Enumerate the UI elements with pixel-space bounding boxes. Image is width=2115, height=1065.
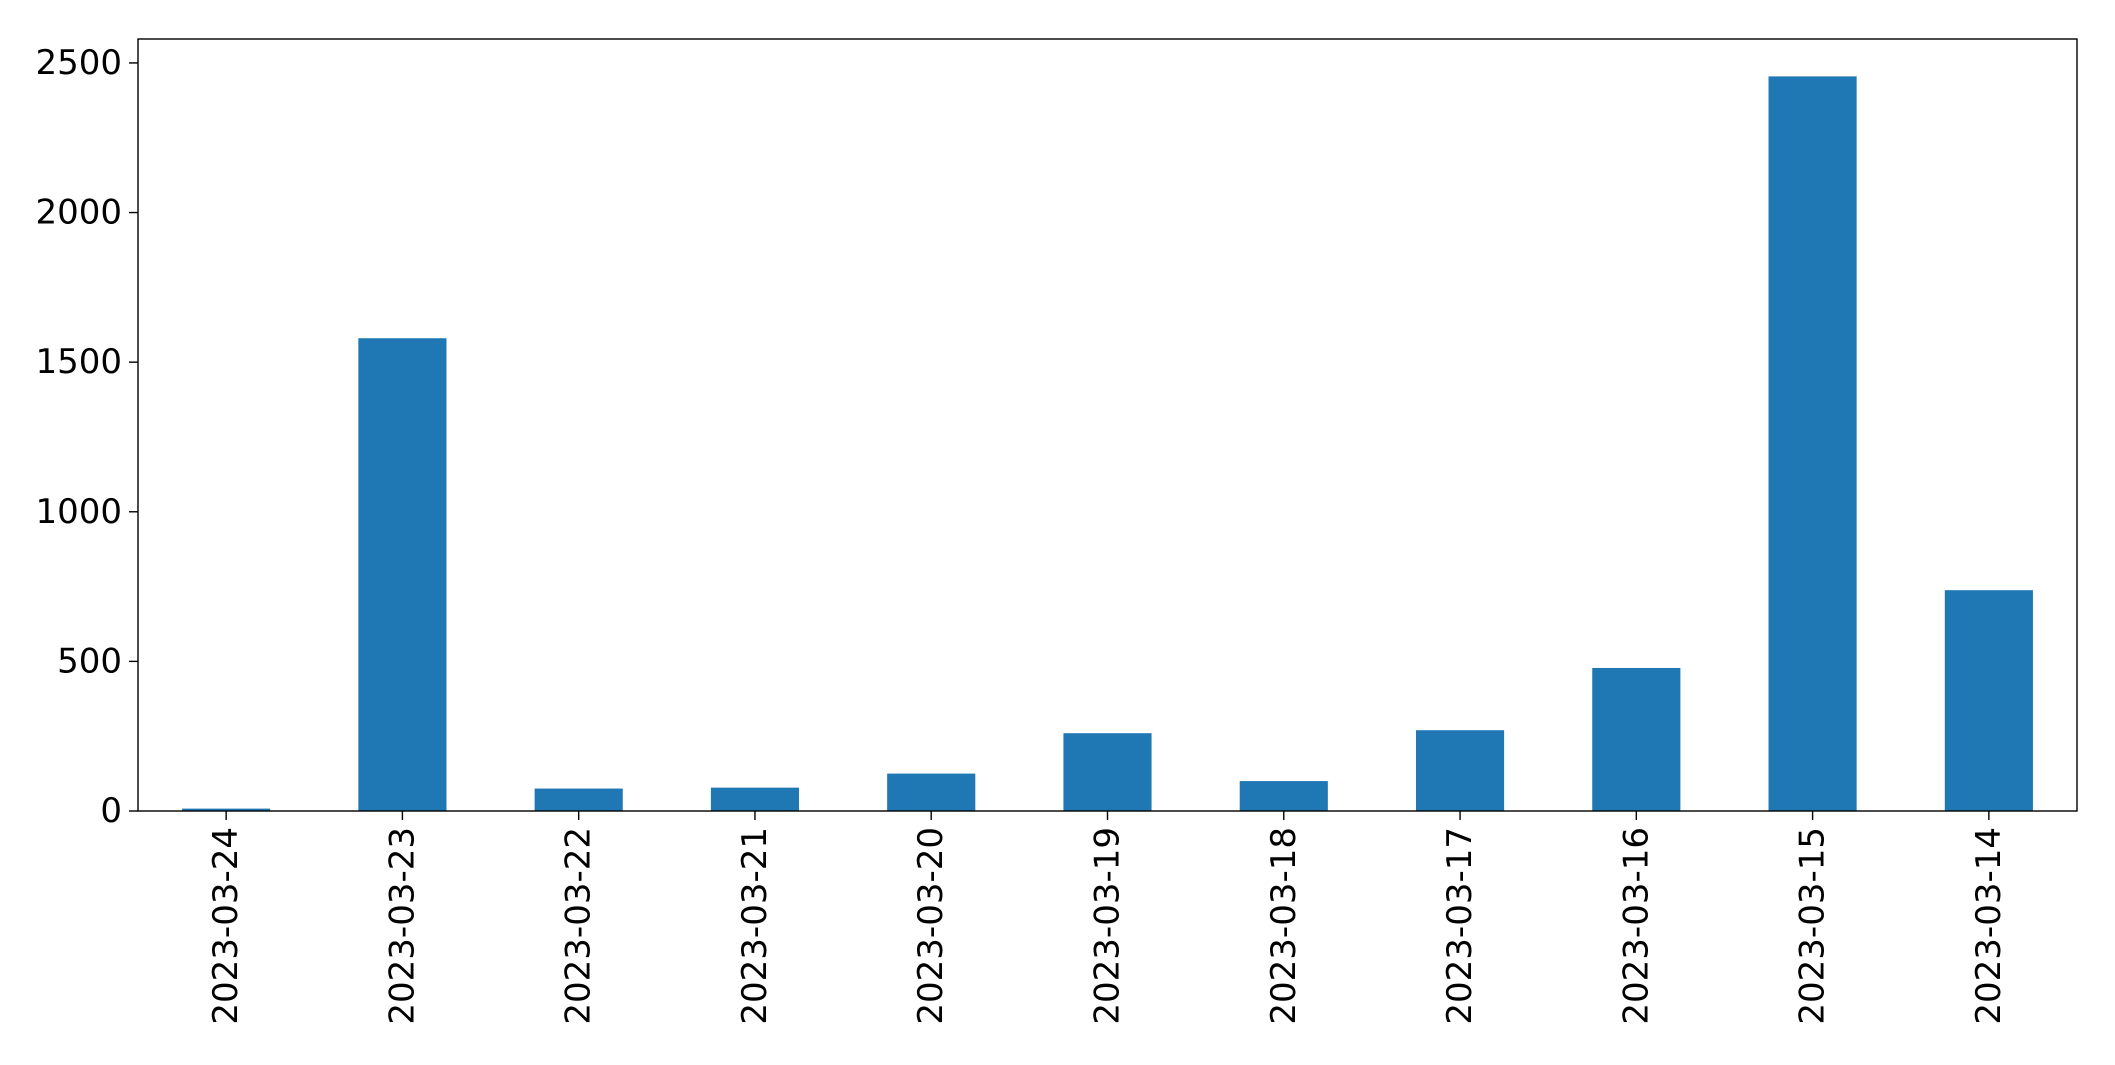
y-tick-label: 1000 bbox=[35, 492, 122, 532]
y-tick-label: 2500 bbox=[35, 43, 122, 83]
bar-2023-03-23 bbox=[358, 338, 447, 811]
y-tick-label: 1500 bbox=[35, 342, 122, 382]
x-tick-label: 2023-03-22 bbox=[559, 827, 599, 1025]
plot-frame bbox=[137, 38, 2078, 812]
bar-2023-03-15 bbox=[1768, 76, 1857, 812]
x-tick-label: 2023-03-18 bbox=[1264, 827, 1304, 1025]
x-tick-label: 2023-03-20 bbox=[911, 827, 951, 1025]
x-tick-label: 2023-03-24 bbox=[206, 827, 246, 1025]
bar-2023-03-17 bbox=[1415, 730, 1505, 811]
bar-2023-03-19 bbox=[1063, 733, 1152, 811]
bar-2023-03-22 bbox=[534, 788, 623, 811]
y-axis: 0 500 1000 1500 2000 2500 bbox=[35, 43, 138, 831]
x-tick-label: 2023-03-19 bbox=[1088, 827, 1128, 1025]
x-tick-label: 2023-03-17 bbox=[1440, 827, 1480, 1025]
bars-layer bbox=[182, 76, 2033, 812]
x-tick-label: 2023-03-16 bbox=[1616, 827, 1656, 1025]
bar-2023-03-18 bbox=[1239, 781, 1328, 811]
bar-2023-03-14 bbox=[1944, 590, 2033, 811]
x-tick-label: 2023-03-23 bbox=[382, 827, 422, 1025]
y-tick-label: 0 bbox=[100, 791, 122, 831]
bar-2023-03-16 bbox=[1592, 667, 1681, 811]
bar-2023-03-21 bbox=[710, 787, 800, 811]
y-tick-label: 500 bbox=[57, 641, 122, 681]
x-axis: 2023-03-24 2023-03-23 2023-03-22 2023-03-21… bbox=[206, 811, 2009, 1025]
x-tick-label: 2023-03-14 bbox=[1969, 827, 2009, 1025]
x-tick-label: 2023-03-21 bbox=[735, 827, 775, 1025]
bar-2023-03-24 bbox=[182, 808, 271, 811]
x-tick-label: 2023-03-15 bbox=[1793, 827, 1833, 1025]
y-tick-label: 2000 bbox=[35, 193, 122, 233]
bar-2023-03-20 bbox=[887, 773, 976, 811]
